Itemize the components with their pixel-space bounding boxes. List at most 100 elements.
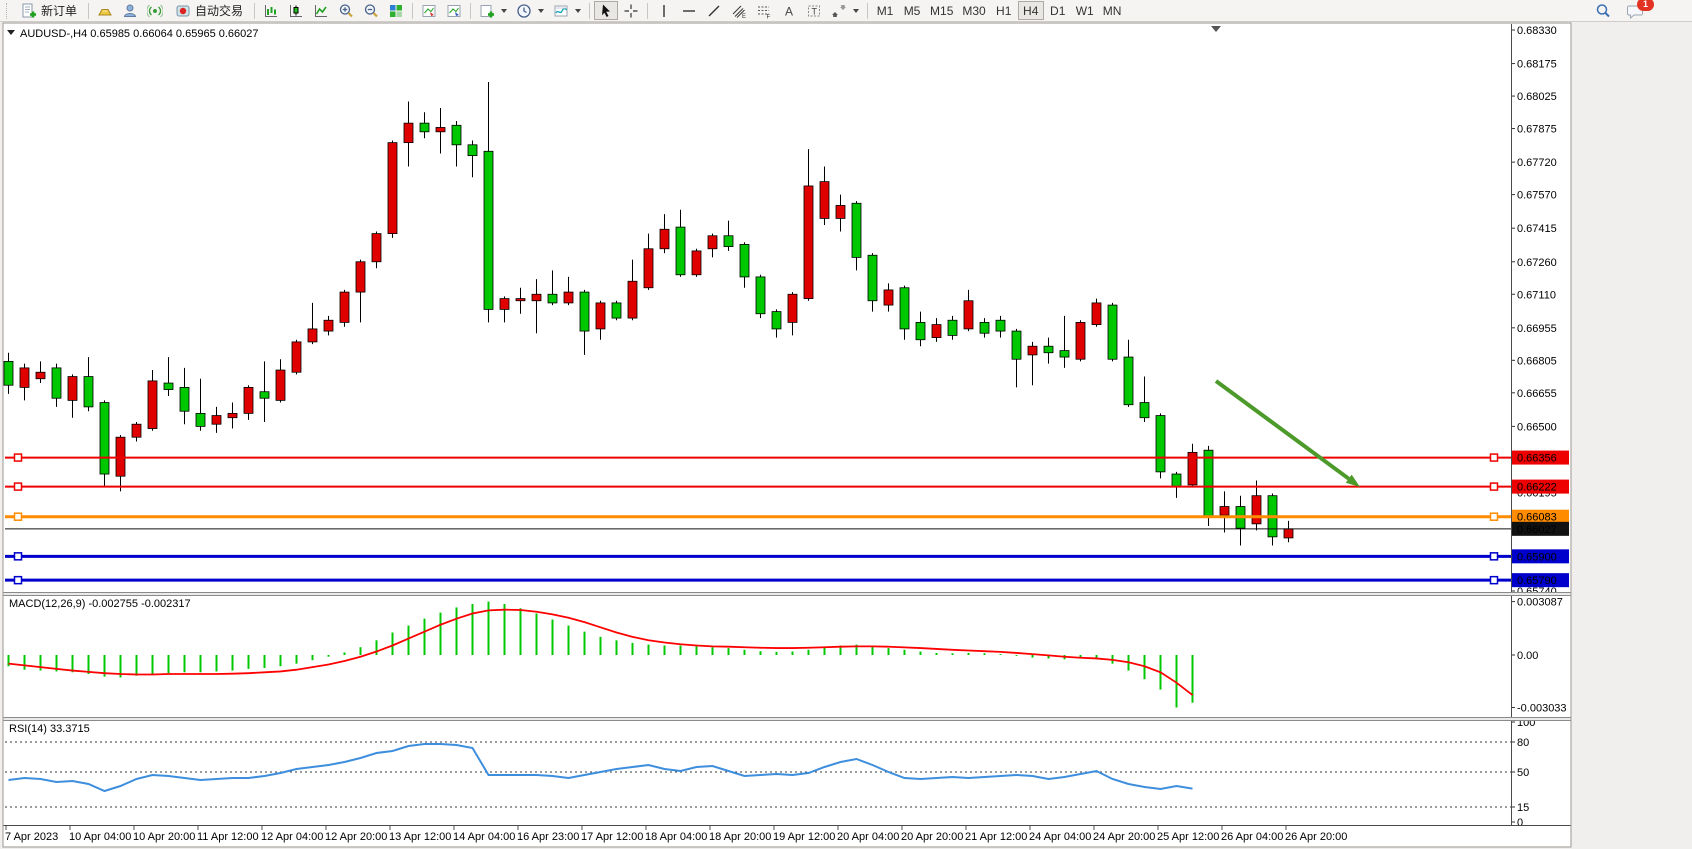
candle-body (691, 250, 702, 276)
line-handle[interactable] (13, 512, 23, 521)
toolbar-grip[interactable] (6, 2, 11, 19)
trend-arrow-head[interactable] (1345, 474, 1360, 487)
candlesticks (3, 81, 1294, 546)
person-icon (122, 3, 138, 19)
candle-body (1059, 350, 1070, 358)
notifications-button[interactable]: 1 (1623, 0, 1654, 20)
vertical-line-button[interactable] (652, 1, 676, 20)
price-badge-label: 0.65900 (1517, 551, 1557, 563)
timeframe-mn-button[interactable]: MN (1099, 1, 1126, 20)
macd-axis-label: 0.003087 (1517, 597, 1563, 609)
period-button[interactable] (512, 1, 548, 20)
trend-arrow[interactable] (1214, 379, 1350, 481)
search-button[interactable] (1591, 1, 1615, 20)
candle-body (131, 423, 142, 438)
zoom-out-button[interactable] (359, 1, 383, 20)
timeframe-m15-button[interactable]: M15 (926, 1, 957, 20)
candle-body (67, 376, 78, 401)
price-axis-label: 0.68330 (1517, 25, 1557, 37)
trendline-icon (706, 3, 722, 19)
candle-body (1139, 402, 1150, 419)
line-chart-button[interactable] (309, 1, 333, 20)
profile-button[interactable] (118, 1, 142, 20)
cursor-button[interactable] (594, 1, 619, 20)
fibonacci-button[interactable]: F (752, 1, 776, 20)
text-button[interactable]: A (777, 1, 801, 20)
time-axis-label: 25 Apr 12:00 (1157, 831, 1219, 843)
new-order-button[interactable]: 新订单 (14, 1, 84, 20)
candlestick-chart-icon (288, 3, 304, 19)
candlestick-chart-button[interactable] (284, 1, 308, 20)
timeframe-w1-button[interactable]: W1 (1072, 1, 1098, 20)
chart-autoscroll-button[interactable] (442, 1, 466, 20)
signal-button[interactable] (143, 1, 167, 20)
line-handle[interactable] (1489, 575, 1499, 585)
candle-body (851, 202, 862, 258)
line-handle[interactable] (1489, 482, 1499, 491)
time-axis-label: 26 Apr 04:00 (1221, 831, 1283, 843)
arrows-button[interactable] (827, 1, 863, 20)
annotations (1214, 379, 1360, 487)
timeframe-d1-button[interactable]: D1 (1045, 1, 1071, 20)
text-label-button[interactable]: T (802, 1, 826, 20)
line-handle[interactable] (1489, 512, 1499, 521)
timeframe-m5-button[interactable]: M5 (899, 1, 925, 20)
zoom-in-button[interactable] (334, 1, 358, 20)
price-axis-label: 0.67260 (1517, 257, 1557, 269)
candle-body (227, 412, 238, 419)
new-chart-button[interactable] (475, 1, 511, 20)
line-handle[interactable] (1489, 453, 1499, 462)
timeframe-h1-button[interactable]: H1 (991, 1, 1017, 20)
timeframe-h4-button[interactable]: H4 (1017, 1, 1044, 20)
symbol-dropdown-icon[interactable] (7, 30, 15, 35)
bar-chart-button[interactable] (259, 1, 283, 20)
chart-title-ohlc: AUDUSD-,H4 0.65985 0.66064 0.65965 0.660… (20, 28, 259, 40)
timeframe-m1-button[interactable]: M1 (872, 1, 898, 20)
crosshair-button[interactable] (619, 1, 643, 20)
gold-icon (97, 3, 113, 19)
equidistant-channel-button[interactable]: E (727, 1, 751, 20)
time-axis-label: 14 Apr 04:00 (453, 831, 515, 843)
chart-shift-button[interactable] (417, 1, 441, 20)
separator (470, 2, 472, 19)
line-handle[interactable] (1489, 552, 1499, 561)
template-button[interactable] (549, 1, 585, 20)
candle-body (883, 289, 894, 306)
candle-body (1187, 451, 1198, 486)
candle-body (99, 402, 110, 475)
time-axis-label: 26 Apr 20:00 (1285, 831, 1347, 843)
trendline-button[interactable] (702, 1, 726, 20)
candle-body (627, 280, 638, 319)
candle-body (499, 298, 510, 310)
search-icon (1595, 3, 1611, 19)
svg-text:T: T (812, 6, 818, 16)
price-axis-label: 0.66655 (1517, 388, 1557, 400)
chart-shift-marker[interactable] (1211, 26, 1221, 32)
price-badge (1512, 450, 1569, 465)
line-handle[interactable] (13, 453, 23, 462)
line-handle[interactable] (13, 552, 23, 561)
time-axis-label: 16 Apr 23:00 (517, 831, 579, 843)
line-handle[interactable] (13, 482, 23, 491)
time-axis-label: 21 Apr 12:00 (965, 831, 1027, 843)
deposit-button[interactable] (93, 1, 117, 20)
horizontal-line-button[interactable] (677, 1, 701, 20)
chart-background[interactable] (2, 22, 1572, 848)
candle-body (1171, 473, 1182, 488)
candle-body (1123, 356, 1134, 406)
candle-body (179, 386, 190, 412)
candle-body (467, 144, 478, 157)
zoom-in-icon (338, 3, 354, 19)
timeframe-m30-button[interactable]: M30 (958, 1, 989, 20)
price-axis-label: 0.66500 (1517, 421, 1557, 433)
candle-body (3, 360, 14, 386)
candle-body (643, 248, 654, 289)
price-axis-label: 0.68025 (1517, 91, 1557, 103)
price-axis-label: 0.67570 (1517, 190, 1557, 202)
line-handle[interactable] (13, 575, 23, 585)
tile-windows-button[interactable] (384, 1, 408, 20)
auto-trading-button[interactable]: 自动交易 (168, 1, 250, 20)
